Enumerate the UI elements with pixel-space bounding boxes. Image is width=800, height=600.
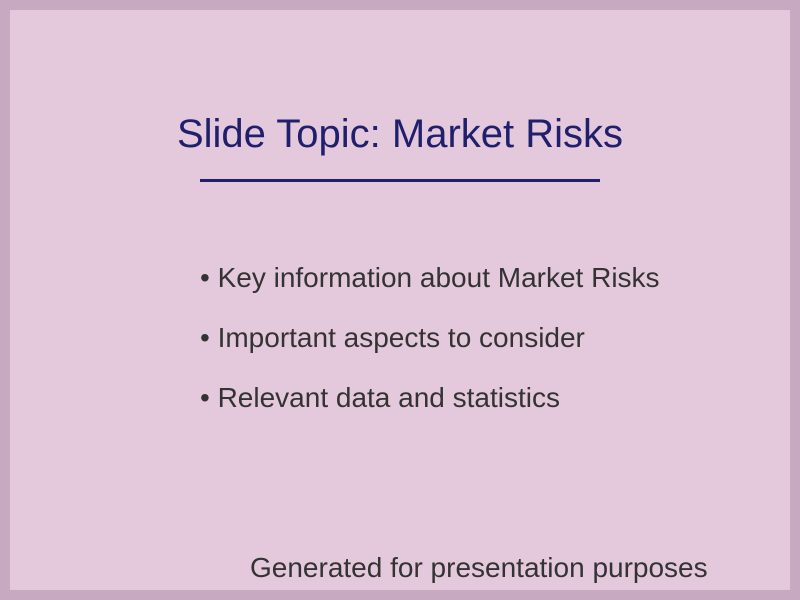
bullet-item: • Relevant data and statistics — [200, 382, 560, 413]
slide: Slide Topic: Market Risks • Key informat… — [10, 10, 790, 590]
title-divider — [200, 179, 600, 182]
bullet-item: • Important aspects to consider — [200, 322, 585, 353]
bullet-item: • Key information about Market Risks — [200, 262, 660, 293]
slide-title: Slide Topic: Market Risks — [176, 112, 624, 156]
slide-footer: Generated for presentation purposes — [250, 552, 708, 583]
bullet-list: • Key information about Market Risks • I… — [200, 258, 660, 438]
